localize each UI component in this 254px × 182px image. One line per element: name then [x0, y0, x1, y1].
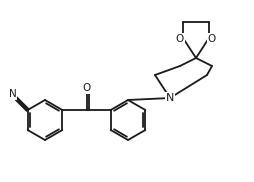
Text: N: N [9, 89, 17, 99]
Text: O: O [175, 34, 183, 44]
Text: O: O [83, 83, 91, 93]
Text: O: O [207, 34, 215, 44]
Text: N: N [165, 93, 173, 103]
